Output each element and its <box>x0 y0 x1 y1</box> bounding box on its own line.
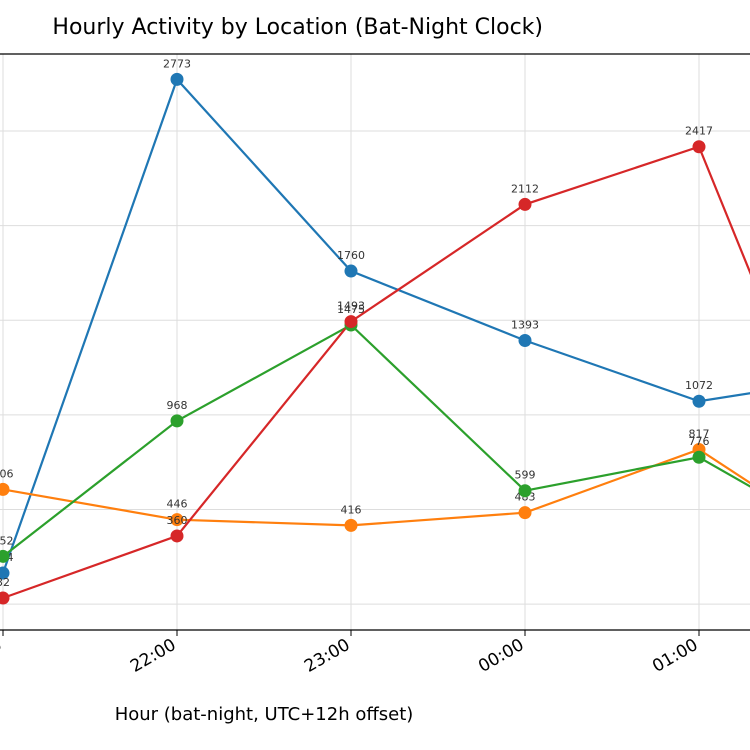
x-axis-label: Hour (bat-night, UTC+12h offset) <box>115 704 414 725</box>
value-label: 817 <box>689 427 710 440</box>
value-label: 2417 <box>685 125 713 138</box>
data-point <box>518 333 532 347</box>
value-label: 32 <box>0 576 10 589</box>
data-point <box>170 72 184 86</box>
data-point <box>170 513 184 527</box>
series-line <box>2 323 750 558</box>
data-point <box>344 518 358 532</box>
value-label: 1760 <box>337 249 365 262</box>
value-label: 599 <box>515 469 536 482</box>
value-label: 2773 <box>163 57 191 70</box>
data-point <box>344 264 358 278</box>
data-point <box>0 591 10 605</box>
value-label: 416 <box>341 503 362 516</box>
value-label: 1493 <box>337 300 365 313</box>
value-label: 1475 <box>337 303 365 316</box>
data-point <box>518 484 532 498</box>
value-label: 776 <box>689 435 710 448</box>
value-label: 446 <box>167 498 188 511</box>
data-point <box>692 140 706 154</box>
data-point <box>0 482 10 496</box>
data-point <box>518 197 532 211</box>
data-point <box>692 394 706 408</box>
data-point <box>692 450 706 464</box>
series-line <box>1 77 750 574</box>
value-label: 1393 <box>511 318 539 331</box>
series-line <box>2 145 750 600</box>
data-point <box>0 566 10 580</box>
value-label: 1072 <box>685 379 713 392</box>
data-point <box>518 506 532 520</box>
value-label: 252 <box>0 534 14 547</box>
chart-title: Hourly Activity by Location (Bat-Night C… <box>52 15 543 40</box>
data-point <box>344 315 358 329</box>
value-label: 360 <box>167 514 188 527</box>
data-point <box>0 549 10 563</box>
value-label: 606 <box>0 467 14 480</box>
data-point <box>170 414 184 428</box>
value-label: 968 <box>167 399 188 412</box>
data-point <box>170 529 184 543</box>
value-label: 2112 <box>511 182 539 195</box>
series-line <box>2 448 750 527</box>
